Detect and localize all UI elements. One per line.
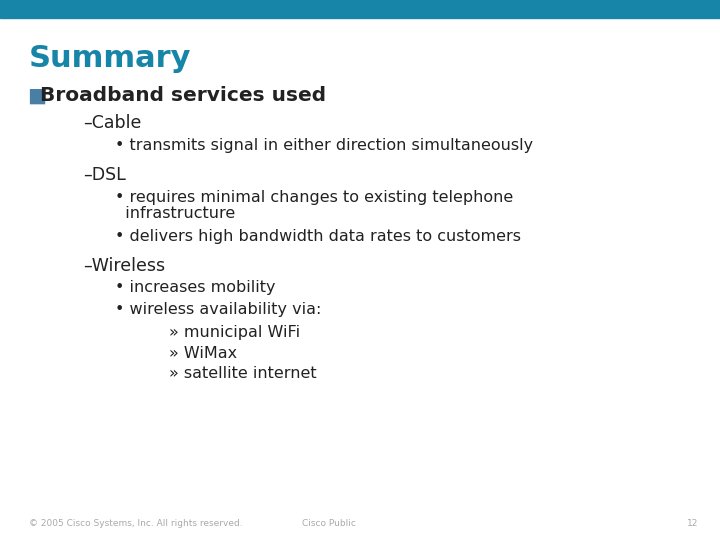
Text: –Wireless: –Wireless — [83, 257, 165, 275]
Text: 12: 12 — [687, 519, 698, 528]
Text: • transmits signal in either direction simultaneously: • transmits signal in either direction s… — [115, 138, 534, 153]
Text: » WiMax: » WiMax — [169, 346, 238, 361]
Text: infrastructure: infrastructure — [115, 206, 235, 221]
Bar — [0, 0, 720, 18]
Text: » municipal WiFi: » municipal WiFi — [169, 325, 300, 340]
Text: –Cable: –Cable — [83, 114, 141, 132]
Text: • requires minimal changes to existing telephone: • requires minimal changes to existing t… — [115, 190, 513, 205]
Text: • wireless availability via:: • wireless availability via: — [115, 302, 322, 318]
Text: ■: ■ — [27, 86, 46, 105]
Text: • delivers high bandwidth data rates to customers: • delivers high bandwidth data rates to … — [115, 229, 521, 244]
Text: Broadband services used: Broadband services used — [40, 86, 325, 105]
Text: Summary: Summary — [29, 44, 192, 73]
Text: –DSL: –DSL — [83, 166, 125, 184]
Text: » satellite internet: » satellite internet — [169, 366, 317, 381]
Text: • increases mobility: • increases mobility — [115, 280, 276, 295]
Text: Cisco Public: Cisco Public — [302, 519, 356, 528]
Text: © 2005 Cisco Systems, Inc. All rights reserved.: © 2005 Cisco Systems, Inc. All rights re… — [29, 519, 243, 528]
